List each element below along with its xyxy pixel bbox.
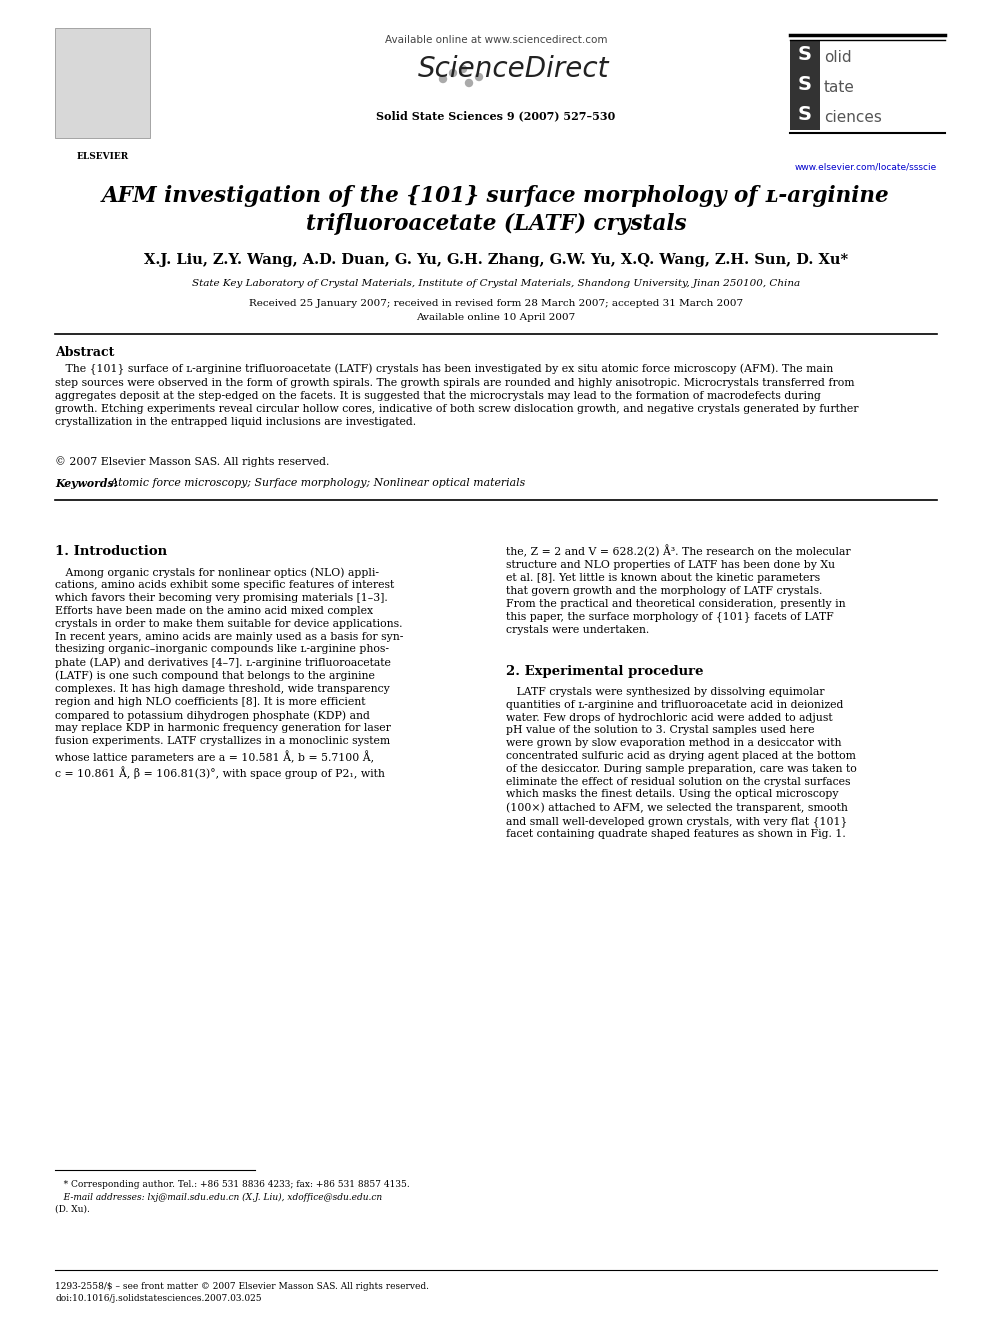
Text: X.J. Liu, Z.Y. Wang, A.D. Duan, G. Yu, G.H. Zhang, G.W. Yu, X.Q. Wang, Z.H. Sun,: X.J. Liu, Z.Y. Wang, A.D. Duan, G. Yu, G… (144, 253, 848, 267)
Text: trifluoroacetate (LATF) crystals: trifluoroacetate (LATF) crystals (306, 213, 686, 235)
Text: * Corresponding author. Tel.: +86 531 8836 4233; fax: +86 531 8857 4135.: * Corresponding author. Tel.: +86 531 88… (55, 1180, 410, 1189)
Text: Among organic crystals for nonlinear optics (NLO) appli-
cations, amino acids ex: Among organic crystals for nonlinear opt… (55, 568, 404, 779)
Text: olid: olid (824, 50, 851, 65)
Text: Received 25 January 2007; received in revised form 28 March 2007; accepted 31 Ma: Received 25 January 2007; received in re… (249, 299, 743, 308)
Text: Available online 10 April 2007: Available online 10 April 2007 (417, 314, 575, 321)
Text: Abstract: Abstract (55, 347, 114, 359)
Text: ELSEVIER: ELSEVIER (76, 152, 129, 161)
Circle shape (439, 75, 446, 82)
Text: State Key Laboratory of Crystal Materials, Institute of Crystal Materials, Shand: State Key Laboratory of Crystal Material… (191, 279, 801, 288)
Text: E-mail addresses: lxj@mail.sdu.edu.cn (X.J. Liu), xdoffice@sdu.edu.cn: E-mail addresses: lxj@mail.sdu.edu.cn (X… (55, 1193, 382, 1203)
Text: 1. Introduction: 1. Introduction (55, 545, 167, 558)
Text: S: S (798, 75, 812, 94)
Text: LATF crystals were synthesized by dissolving equimolar
quantities of ʟ-arginine : LATF crystals were synthesized by dissol… (506, 687, 857, 839)
Text: The {101} surface of ʟ-arginine trifluoroacetate (LATF) crystals has been invest: The {101} surface of ʟ-arginine trifluor… (55, 364, 858, 426)
Text: (D. Xu).: (D. Xu). (55, 1205, 90, 1215)
Text: AFM investigation of the {101} surface morphology of ʟ-arginine: AFM investigation of the {101} surface m… (102, 185, 890, 206)
Text: Solid State Sciences 9 (2007) 527–530: Solid State Sciences 9 (2007) 527–530 (376, 110, 616, 120)
Text: 2. Experimental procedure: 2. Experimental procedure (506, 665, 703, 677)
Text: Available online at www.sciencedirect.com: Available online at www.sciencedirect.co… (385, 34, 607, 45)
Text: ScienceDirect: ScienceDirect (419, 56, 610, 83)
Text: tate: tate (824, 79, 855, 95)
Text: S: S (798, 45, 812, 65)
Text: ciences: ciences (824, 110, 882, 124)
Circle shape (449, 70, 456, 77)
Circle shape (459, 66, 466, 73)
Text: doi:10.1016/j.solidstatesciences.2007.03.025: doi:10.1016/j.solidstatesciences.2007.03… (55, 1294, 262, 1303)
Text: 1293-2558/$ – see front matter © 2007 Elsevier Masson SAS. All rights reserved.: 1293-2558/$ – see front matter © 2007 El… (55, 1282, 429, 1291)
Text: S: S (798, 106, 812, 124)
Text: © 2007 Elsevier Masson SAS. All rights reserved.: © 2007 Elsevier Masson SAS. All rights r… (55, 456, 329, 467)
Text: www.elsevier.com/locate/ssscie: www.elsevier.com/locate/ssscie (795, 161, 937, 171)
Bar (55, 28, 150, 138)
Circle shape (465, 79, 472, 86)
Circle shape (475, 74, 482, 81)
Text: the, Z = 2 and V = 628.2(2) Å³. The research on the molecular
structure and NLO : the, Z = 2 and V = 628.2(2) Å³. The rese… (506, 545, 850, 635)
Bar (790, 40, 820, 130)
Text: Keywords:: Keywords: (55, 478, 118, 490)
Text: Atomic force microscopy; Surface morphology; Nonlinear optical materials: Atomic force microscopy; Surface morphol… (107, 478, 525, 488)
